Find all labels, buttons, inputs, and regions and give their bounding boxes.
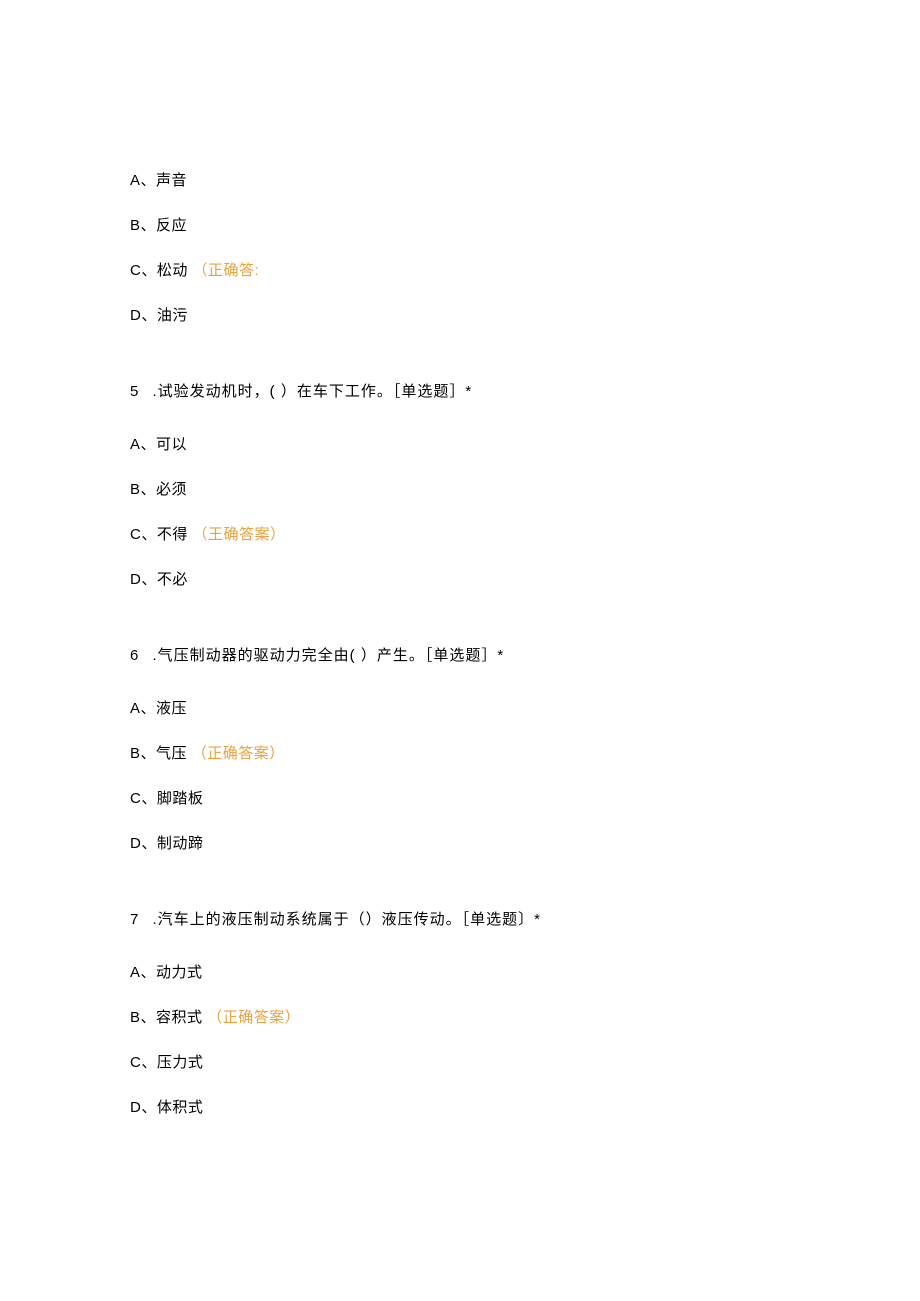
question-number: 7 xyxy=(130,909,139,930)
option-a: A、声音 xyxy=(130,170,920,191)
question-body: .试验发动机时，( ）在车下工作。［单选题］* xyxy=(147,383,472,400)
option-label: A、动力式 xyxy=(130,964,203,981)
option-label: A、声音 xyxy=(130,172,187,189)
option-b: B、必须 xyxy=(130,479,920,500)
option-label: C、压力式 xyxy=(130,1054,203,1071)
option-label: B、气压 xyxy=(130,745,187,762)
option-c: C、脚踏板 xyxy=(130,788,920,809)
option-label: C、脚踏板 xyxy=(130,790,203,807)
question-text: 5 .试验发动机时，( ）在车下工作。［单选题］* xyxy=(130,381,920,402)
option-b: B、气压 （正确答案） xyxy=(130,743,920,764)
question-body: .气压制动器的驱动力完全由( ）产生。［单选题］* xyxy=(147,647,504,664)
option-label: C、不得 xyxy=(130,526,188,543)
correct-answer-marker: （王确答案） xyxy=(193,526,286,543)
correct-answer-marker: （正确答: xyxy=(193,262,260,279)
correct-answer-marker: （正确答案） xyxy=(192,745,285,762)
correct-answer-marker: （正确答案） xyxy=(207,1009,300,1026)
option-c: C、压力式 xyxy=(130,1052,920,1073)
question-group-5: 5 .试验发动机时，( ）在车下工作。［单选题］* A、可以 B、必须 C、不得… xyxy=(130,381,920,590)
option-label: B、必须 xyxy=(130,481,187,498)
option-label: D、体积式 xyxy=(130,1099,203,1116)
option-d: D、体积式 xyxy=(130,1097,920,1118)
option-b: B、容积式 （正确答案） xyxy=(130,1007,920,1028)
question-text: 6 .气压制动器的驱动力完全由( ）产生。［单选题］* xyxy=(130,645,920,666)
option-label: C、松动 xyxy=(130,262,188,279)
option-c: C、松动 （正确答: xyxy=(130,260,920,281)
option-label: A、可以 xyxy=(130,436,187,453)
question-group-4-partial: A、声音 B、反应 C、松动 （正确答: D、油污 xyxy=(130,170,920,326)
option-label: D、油污 xyxy=(130,307,188,324)
option-label: D、制动蹄 xyxy=(130,835,203,852)
option-b: B、反应 xyxy=(130,215,920,236)
option-a: A、可以 xyxy=(130,434,920,455)
option-c: C、不得 （王确答案） xyxy=(130,524,920,545)
option-a: A、动力式 xyxy=(130,962,920,983)
question-number: 6 xyxy=(130,645,139,666)
option-label: B、反应 xyxy=(130,217,187,234)
option-a: A、液压 xyxy=(130,698,920,719)
option-label: A、液压 xyxy=(130,700,187,717)
option-d: D、制动蹄 xyxy=(130,833,920,854)
question-body: .汽车上的液压制动系统属于（）液压传动。［单选题〕* xyxy=(147,911,541,928)
question-group-6: 6 .气压制动器的驱动力完全由( ）产生。［单选题］* A、液压 B、气压 （正… xyxy=(130,645,920,854)
question-number: 5 xyxy=(130,381,139,402)
question-group-7: 7 .汽车上的液压制动系统属于（）液压传动。［单选题〕* A、动力式 B、容积式… xyxy=(130,909,920,1118)
question-text: 7 .汽车上的液压制动系统属于（）液压传动。［单选题〕* xyxy=(130,909,920,930)
option-label: B、容积式 xyxy=(130,1009,203,1026)
option-d: D、油污 xyxy=(130,305,920,326)
option-d: D、不必 xyxy=(130,569,920,590)
option-label: D、不必 xyxy=(130,571,188,588)
